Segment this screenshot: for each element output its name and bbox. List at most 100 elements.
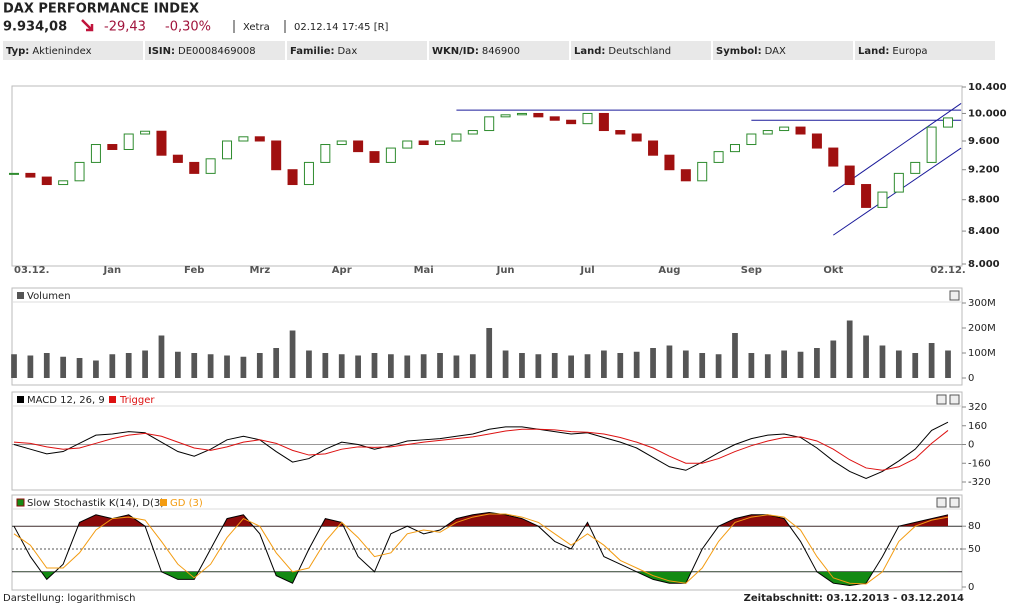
info-cell (713, 41, 853, 60)
x-tick-label: Sep (741, 265, 762, 276)
title: DAX PERFORMANCE INDEX (3, 2, 199, 17)
candle (484, 116, 495, 132)
volume-bar (273, 348, 280, 378)
info-value: Aktienindex (32, 46, 91, 57)
footer-right: Zeitabschnitt: 03.12.2013 - 03.12.2014 (744, 593, 964, 604)
volume-bar (240, 356, 247, 378)
pane-buttons[interactable] (936, 290, 960, 508)
info-item: Land: Deutschland (574, 46, 671, 57)
volume-bar (814, 348, 820, 378)
y-tick-label: 160 (968, 421, 987, 432)
candle (320, 144, 331, 163)
candle (172, 154, 183, 163)
info-cell (429, 41, 569, 60)
close-button[interactable] (949, 394, 960, 405)
volume-bar (191, 353, 198, 378)
move-button[interactable] (936, 497, 947, 508)
volume-bar (879, 345, 886, 378)
volume-bar (584, 354, 591, 378)
candle (893, 172, 904, 193)
y-tick-label: 0 (968, 373, 974, 384)
legend-label: Trigger (119, 395, 155, 406)
info-item: Land: Europa (858, 46, 928, 57)
x-tick-label: Feb (184, 265, 204, 276)
info-label: Land: (858, 46, 889, 57)
legend-swatch (17, 292, 24, 299)
volume-bar (568, 355, 574, 378)
change-pct: -0,30% (165, 20, 211, 35)
volume-bar (732, 333, 738, 378)
volume-bar (535, 354, 542, 378)
candle (467, 130, 478, 135)
candle (222, 140, 233, 160)
candle (369, 151, 380, 163)
volume-bar (453, 355, 460, 378)
volume-bar (945, 350, 951, 378)
footer-left: Darstellung: logarithmisch (3, 593, 135, 604)
candle (910, 161, 921, 174)
candle (566, 119, 577, 125)
volume-bar (322, 353, 329, 378)
price: 9.934,08 (3, 20, 67, 35)
oversold-fill (14, 571, 948, 586)
line-series (13, 512, 949, 586)
volume-bar (174, 351, 181, 378)
candle (25, 172, 36, 178)
volume-bar (830, 340, 837, 378)
y-tick-label: 8.800 (968, 195, 1000, 206)
info-bar: Typ: Aktienindex ISIN: DE0008469008 Familie:… (3, 41, 995, 60)
candle (729, 144, 740, 153)
y-tick-label: 50 (968, 544, 981, 555)
candle (533, 112, 544, 118)
volume-bar (699, 353, 706, 378)
info-value: Europa (892, 46, 927, 57)
candle (664, 154, 675, 171)
volume-bar (93, 360, 99, 378)
y-tick-label: 80 (968, 521, 981, 532)
candle (418, 140, 429, 146)
legend-label: MACD 12, 26, 9 (27, 395, 105, 406)
candle (680, 169, 691, 182)
volume-bar (863, 335, 869, 378)
candle (90, 144, 101, 163)
candle (336, 140, 347, 146)
candle (582, 112, 593, 125)
volume-bar (306, 350, 312, 378)
y-tick-label: -160 (968, 458, 991, 469)
move-button[interactable] (936, 394, 947, 405)
macd-pane (11, 391, 963, 491)
volume-bar (27, 355, 34, 378)
timestamp: 02.12.14 17:45 [R] (294, 22, 389, 33)
candle (287, 169, 298, 186)
stoch-pane (11, 494, 963, 591)
volume-bar (142, 350, 148, 378)
candle (516, 112, 527, 116)
candle (8, 172, 20, 175)
volume-bar (125, 353, 132, 378)
candle (811, 133, 822, 149)
volume-bar (928, 343, 935, 378)
info-item: Familie: Dax (290, 46, 357, 57)
info-cell (3, 41, 143, 60)
volume-bar (43, 353, 50, 378)
y-tick-label: 320 (968, 402, 987, 413)
candle (549, 116, 560, 121)
down-arrow (81, 19, 94, 32)
candle (713, 151, 724, 163)
candle (746, 133, 757, 146)
volume-bar (256, 353, 263, 378)
candle (615, 130, 626, 135)
candle (58, 180, 69, 186)
legend-swatch (109, 396, 116, 403)
volume-title: Volumen (27, 291, 71, 302)
y-tick-label: 0 (968, 582, 974, 593)
candle (844, 165, 855, 186)
info-label: WKN/ID: (432, 46, 479, 57)
candle (861, 184, 872, 208)
close-button[interactable] (949, 290, 960, 301)
line-series (13, 428, 949, 471)
candle (107, 144, 118, 150)
close-button[interactable] (949, 497, 960, 508)
volume-bar (797, 351, 804, 378)
